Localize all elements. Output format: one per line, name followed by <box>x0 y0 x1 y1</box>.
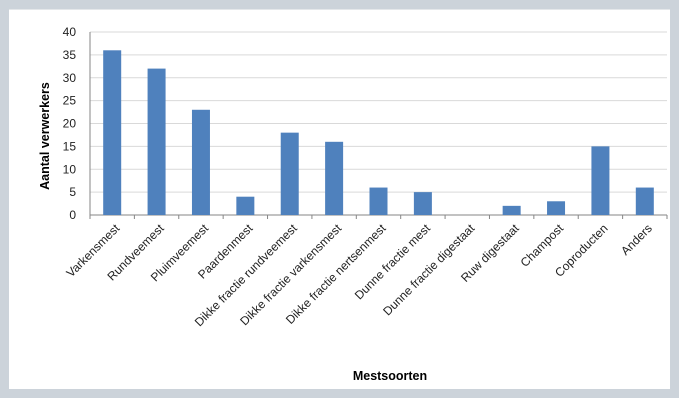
bar <box>413 192 432 215</box>
bar <box>591 146 610 215</box>
gridlines <box>89 31 668 219</box>
bar <box>635 187 654 215</box>
bar <box>236 196 255 215</box>
bar <box>325 141 344 215</box>
bars <box>103 50 654 215</box>
x-axis-category-labels: VarkensmestRundveemestPluimveemestPaarde… <box>64 221 655 329</box>
y-tick-label: 15 <box>63 139 77 153</box>
bar <box>280 132 299 215</box>
y-tick-label: 30 <box>63 71 77 85</box>
y-tick-label: 20 <box>63 117 77 131</box>
y-axis-title: Aantal verwerkers <box>38 82 52 190</box>
bar <box>369 187 388 215</box>
x-category-label: Anders <box>618 221 655 258</box>
y-tick-label: 40 <box>63 25 77 39</box>
bar-chart: 0 5 10 15 20 25 30 35 40 VarkensmestRundveemestP… <box>38 25 668 383</box>
y-axis-ticks: 0 5 10 15 20 25 30 35 40 <box>63 25 77 222</box>
x-axis-title: Mestsoorten <box>353 369 427 383</box>
bar <box>147 68 166 215</box>
y-tick-label: 35 <box>63 48 77 62</box>
bar <box>547 201 566 215</box>
y-tick-label: 25 <box>63 94 77 108</box>
bar <box>502 205 521 215</box>
y-tick-label: 0 <box>69 208 76 222</box>
x-category-label: Dunne fractie mest <box>352 221 434 303</box>
y-tick-label: 10 <box>63 162 77 176</box>
bar <box>103 50 122 215</box>
bar <box>191 109 210 215</box>
y-tick-label: 5 <box>69 185 76 199</box>
chart-panel: 0 5 10 15 20 25 30 35 40 Varkensmest Rundveemest P… <box>9 9 670 389</box>
